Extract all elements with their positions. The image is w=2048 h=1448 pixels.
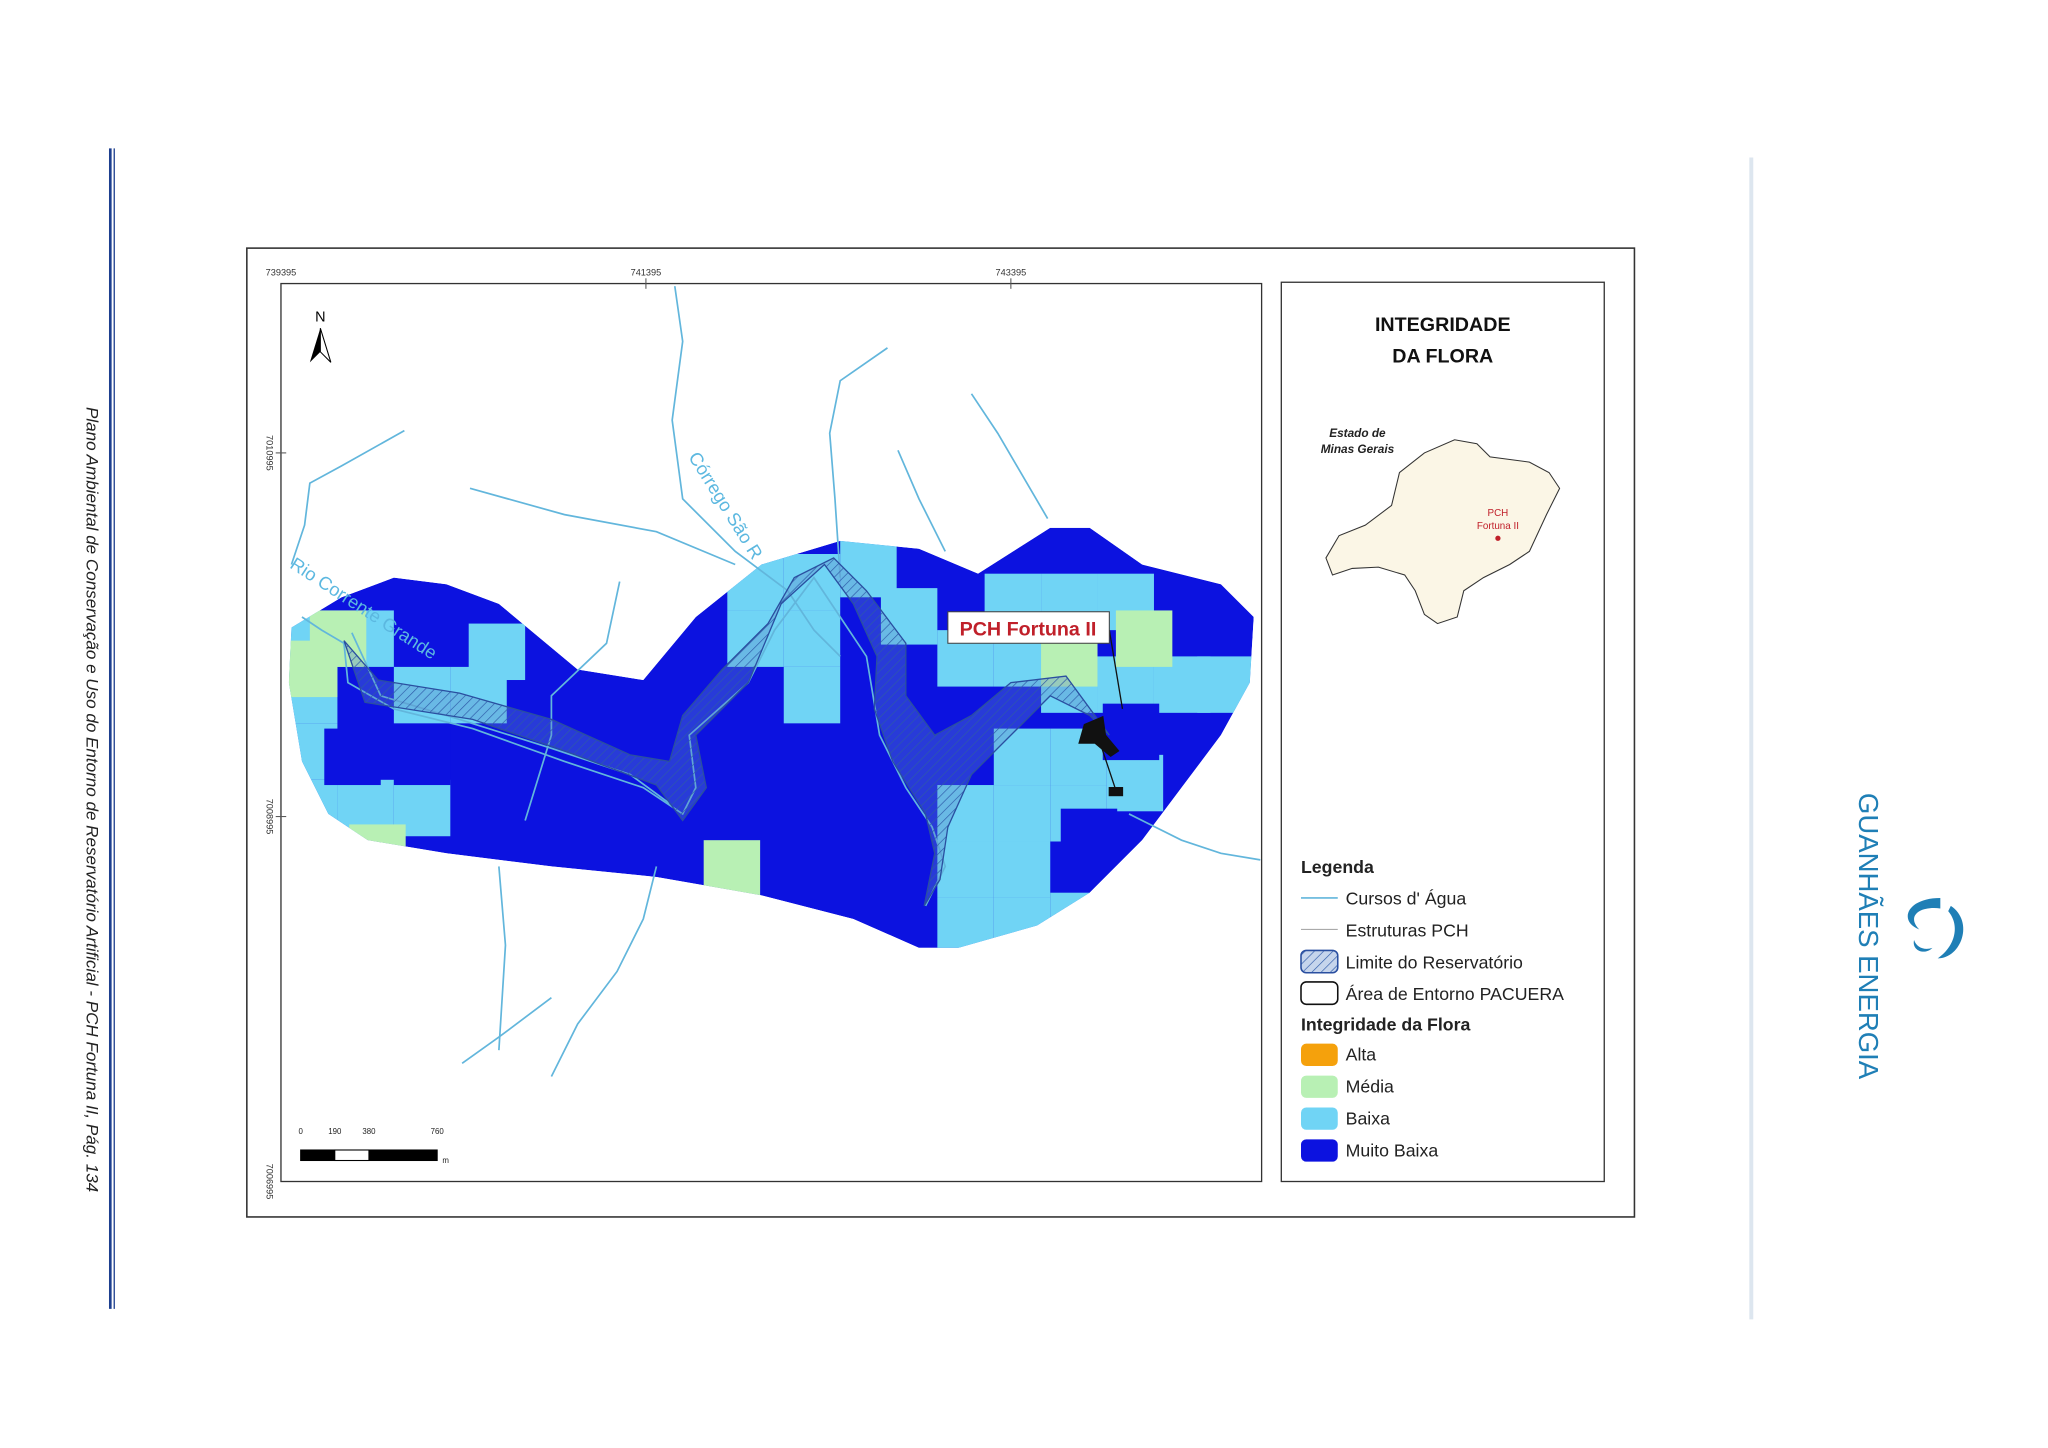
- inset-state-label: Estado de: [1329, 426, 1386, 440]
- flora-muito-baixa: [393, 728, 451, 786]
- scale-label: 760: [431, 1127, 445, 1136]
- reservoir-limit: [343, 557, 1110, 907]
- inset-plant-label: PCH: [1488, 508, 1509, 519]
- legend-label: Área de Entorno PACUERA: [1346, 984, 1564, 1004]
- coord-label: 743395: [996, 268, 1027, 278]
- coord-label: 741395: [631, 268, 662, 278]
- legend-symbol: [1300, 949, 1339, 974]
- coord-label: 7008995: [265, 799, 275, 835]
- label-leader: [1108, 630, 1124, 710]
- legend-box: [1280, 281, 1605, 1183]
- legend-label: Alta: [1346, 1045, 1377, 1065]
- map-frame: [246, 247, 1636, 1218]
- pch-structures: [1078, 715, 1124, 797]
- coord-label: 7006995: [265, 1164, 275, 1200]
- scale-unit: m: [442, 1156, 449, 1165]
- inset-state-label: Minas Gerais: [1321, 442, 1395, 456]
- legend-label: Média: [1346, 1077, 1394, 1097]
- flora-baixa: [1106, 754, 1164, 812]
- coord-ticks: [275, 278, 1012, 818]
- legend-swatch: [1300, 1075, 1338, 1098]
- north-arrow: [319, 328, 332, 363]
- scale-label: 380: [362, 1127, 376, 1136]
- north-label: N: [315, 310, 325, 326]
- north-arrow: [309, 328, 321, 363]
- legend-label: Estruturas PCH: [1346, 920, 1469, 940]
- legend-symbol: [1300, 981, 1339, 1006]
- plant-label: PCH Fortuna II: [960, 618, 1097, 640]
- legend-title: DA FLORA: [1392, 345, 1493, 367]
- flora-baixa: [783, 610, 841, 667]
- legend-label: Cursos d' Água: [1346, 889, 1467, 909]
- side-text: Plano Ambiental de Conservação e Uso do …: [83, 407, 102, 1192]
- legend-label: Limite do Reservatório: [1346, 952, 1523, 972]
- coord-label: 739395: [266, 268, 297, 278]
- legend-heading: Integridade da Flora: [1301, 1015, 1470, 1035]
- legend-swatch: [1300, 1107, 1338, 1130]
- flora-baixa: [468, 623, 526, 681]
- scale-label: 0: [298, 1127, 303, 1136]
- legend-label: Muito Baixa: [1346, 1140, 1439, 1160]
- scale-bar: [300, 1149, 438, 1162]
- coord-label: 7010995: [265, 435, 275, 471]
- legend-label: Baixa: [1346, 1109, 1390, 1129]
- legend-swatch: [1300, 1139, 1338, 1162]
- inset-plant-label: Fortuna II: [1477, 521, 1519, 532]
- logo-icon: [1907, 897, 1964, 959]
- flora-muito-baixa: [1060, 808, 1118, 866]
- legend-title: INTEGRIDADE: [1375, 314, 1511, 336]
- legend-swatch: [1300, 1043, 1338, 1066]
- flora-baixa: [783, 666, 841, 724]
- flora-baixa: [937, 841, 994, 898]
- inset-plant-dot: [1495, 535, 1501, 541]
- inset-state: [1325, 439, 1561, 625]
- plant-label-box: [947, 611, 1110, 644]
- flora-baixa: [993, 785, 1051, 842]
- flora-media: [1115, 610, 1173, 667]
- scale-label: 190: [328, 1127, 342, 1136]
- flora-baixa: [993, 841, 1051, 898]
- legend-heading: Legenda: [1301, 857, 1374, 877]
- flora-muito-baixa: [324, 728, 381, 786]
- logo-text: GUANHÃES ENERGIA: [1853, 793, 1884, 1080]
- flora-baixa: [937, 897, 994, 948]
